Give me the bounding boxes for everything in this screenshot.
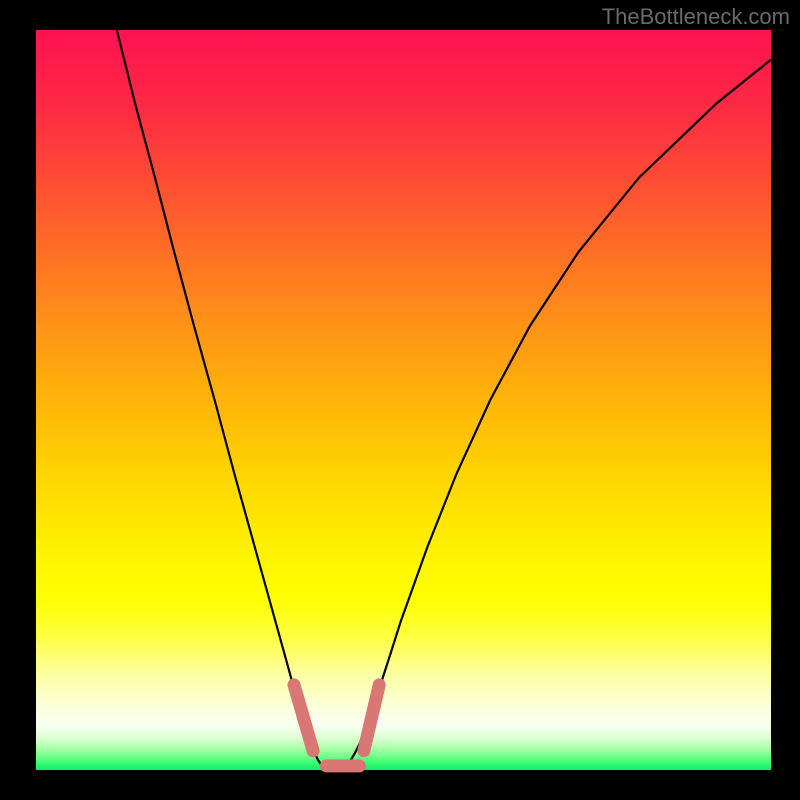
watermark-text: TheBottleneck.com xyxy=(602,4,790,30)
plot-area xyxy=(36,30,771,770)
chart-container: TheBottleneck.com xyxy=(0,0,800,800)
